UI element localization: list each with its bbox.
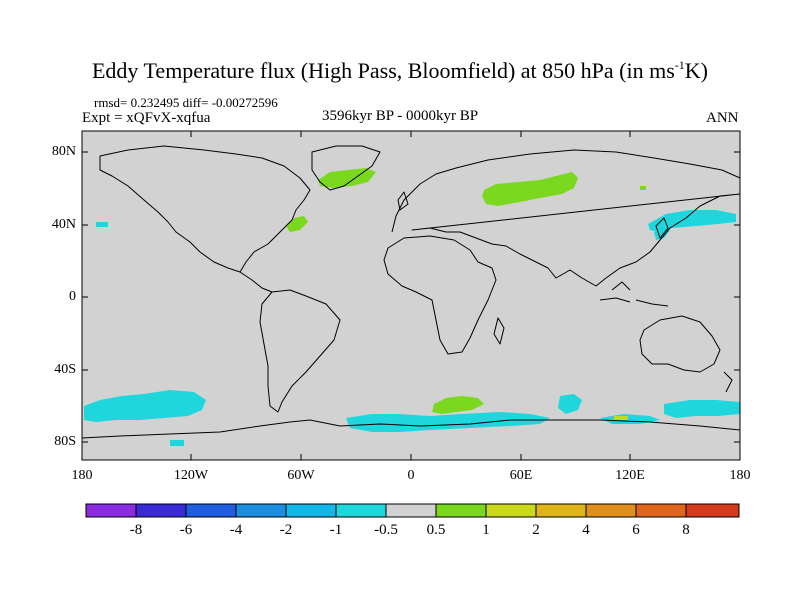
anomaly-southern-indian-negative bbox=[346, 412, 550, 432]
colorbar-box-9 bbox=[535, 503, 587, 518]
axis-ticks bbox=[81, 131, 741, 460]
period-label: 3596kyr BP - 0000kyr BP bbox=[322, 108, 479, 124]
coastline-africa bbox=[383, 235, 497, 355]
colorbar-box-10 bbox=[585, 503, 637, 518]
colorbar-box-5 bbox=[335, 503, 387, 518]
coastline-layer bbox=[81, 145, 741, 439]
colorbar-label: 4 bbox=[582, 522, 590, 538]
coastline-maritime-asia bbox=[599, 281, 669, 307]
chart-title-superscript: -1 bbox=[674, 58, 685, 72]
coastline-japan bbox=[655, 217, 669, 239]
colorbar-box-4 bbox=[285, 503, 337, 518]
colorbar-box-3 bbox=[235, 503, 287, 518]
anomaly-southern-africa-positive bbox=[432, 396, 484, 414]
chart-title-main: Eddy Temperature flux (High Pass, Bloomf… bbox=[91, 58, 675, 83]
colorbar-label: -4 bbox=[229, 522, 243, 538]
anomaly-antarctic-positive bbox=[614, 416, 628, 420]
anomaly-antarctic-spot-negative bbox=[170, 440, 184, 446]
coastline-antarctica bbox=[81, 419, 741, 439]
chart-title: Eddy Temperature flux (High Pass, Bloomf… bbox=[0, 58, 800, 84]
colorbar-box-6 bbox=[385, 503, 437, 518]
anomaly-atlantic-positive bbox=[286, 216, 308, 232]
coastline-south-america bbox=[259, 289, 341, 413]
lon-label-60e: 60E bbox=[509, 468, 533, 483]
lon-label-60w: 60W bbox=[287, 468, 315, 483]
anomaly-south-west-pacific-negative bbox=[664, 400, 740, 418]
anomaly-japan-negative bbox=[654, 226, 670, 240]
lat-label-80s: 80S bbox=[54, 434, 76, 449]
coastline-eurasia bbox=[391, 149, 741, 287]
anomaly-siberia-positive bbox=[482, 172, 578, 206]
colorbar-label: -8 bbox=[129, 522, 143, 538]
coastline-greenland bbox=[311, 145, 381, 191]
colorbar-box-11 bbox=[635, 503, 687, 518]
coastline-central-america bbox=[239, 271, 273, 293]
colorbar-label: -2 bbox=[279, 522, 293, 538]
colorbar-label: 6 bbox=[632, 522, 640, 538]
experiment-label: Expt = xQFvX-xqfua bbox=[82, 110, 211, 126]
colorbar-box-7 bbox=[435, 503, 487, 518]
colorbar-box-1 bbox=[135, 503, 187, 518]
lat-label-40n: 40N bbox=[51, 217, 76, 232]
anomaly-pacific-negative bbox=[648, 210, 736, 232]
coastline-uk bbox=[397, 191, 409, 211]
anomaly-east-pacific-negative bbox=[96, 222, 108, 227]
colorbar-label: -0.5 bbox=[374, 522, 398, 538]
lon-label-120e: 120E bbox=[615, 468, 645, 483]
lon-label-180w: 180 bbox=[71, 468, 93, 483]
lon-label-120w: 120W bbox=[173, 468, 209, 483]
stats-label: rmsd= 0.232495 diff= -0.00272596 bbox=[94, 95, 278, 110]
lat-label-80n: 80N bbox=[51, 144, 76, 159]
colorbar-box-0 bbox=[85, 503, 137, 518]
lat-label-40s: 40S bbox=[54, 362, 76, 377]
season-label: ANN bbox=[706, 110, 739, 126]
colorbar-label: 8 bbox=[682, 522, 690, 538]
anomaly-southern-pacific-negative bbox=[84, 390, 206, 422]
colorbar bbox=[85, 503, 740, 518]
coastline-new-zealand bbox=[723, 371, 733, 393]
colorbar-label: 1 bbox=[482, 522, 490, 538]
anomaly-layer bbox=[84, 168, 740, 446]
colorbar-box-2 bbox=[185, 503, 237, 518]
lat-label-0: 0 bbox=[69, 289, 76, 304]
coastline-madagascar bbox=[493, 317, 505, 345]
anomaly-siberia-positive-small bbox=[640, 186, 646, 190]
colorbar-label: -6 bbox=[179, 522, 193, 538]
coastline-australia bbox=[639, 315, 721, 373]
chart-title-end: K) bbox=[684, 58, 708, 83]
colorbar-label: 0.5 bbox=[426, 522, 446, 538]
lon-label-0: 0 bbox=[407, 468, 415, 483]
coastline-north-america bbox=[99, 145, 311, 273]
colorbar-box-8 bbox=[485, 503, 537, 518]
colorbar-label: 2 bbox=[532, 522, 540, 538]
colorbar-label: -1 bbox=[329, 522, 343, 538]
lon-label-180e: 180 bbox=[729, 468, 751, 483]
anomaly-south-east-indian-negative bbox=[558, 394, 582, 414]
colorbar-box-12 bbox=[685, 503, 740, 518]
